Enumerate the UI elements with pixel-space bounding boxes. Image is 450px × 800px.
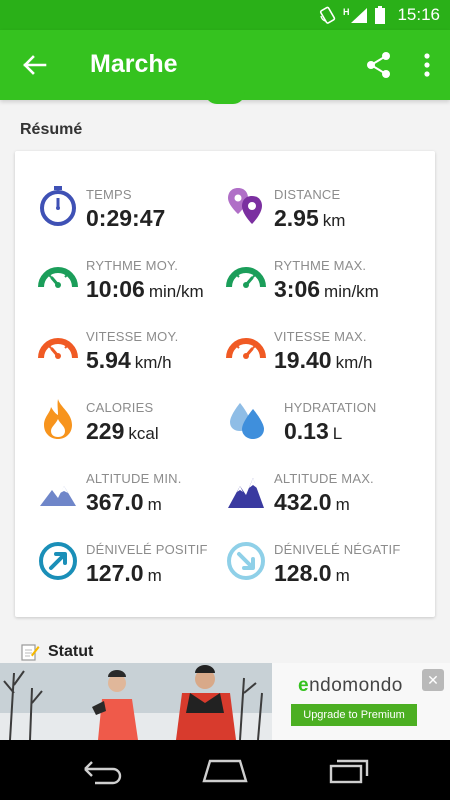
- ad-close-icon[interactable]: ✕: [422, 669, 444, 691]
- stat-value: 367.0 m: [86, 489, 162, 515]
- pace-avg-gauge-icon: [38, 267, 78, 288]
- stat-altitude-min: ALTITUDE MIN. 367.0 m: [38, 468, 238, 528]
- summary-title: Résumé: [20, 121, 83, 138]
- network-type-label: H: [343, 7, 350, 17]
- stat-value: 127.0 m: [86, 560, 162, 586]
- stat-label: ALTITUDE MIN.: [86, 471, 182, 486]
- stat-value: 19.40 km/h: [274, 347, 373, 373]
- stat-label: DÉNIVELÉ NÉGATIF: [274, 542, 401, 557]
- map-pins-icon: [228, 188, 262, 224]
- stat-rythme-moy: RYTHME MOY. 10:06 min/km: [38, 255, 238, 315]
- stat-label: VITESSE MAX.: [274, 329, 367, 344]
- rotate-icon: [320, 6, 336, 24]
- descent-arrow-icon: [227, 542, 265, 580]
- recents-nav-icon[interactable]: [325, 755, 375, 785]
- statut-section: Statut: [20, 640, 93, 664]
- stat-value: 5.94 km/h: [86, 347, 172, 373]
- share-icon[interactable]: [364, 50, 394, 80]
- stat-label: DÉNIVELÉ POSITIF: [86, 542, 208, 557]
- stat-label: DISTANCE: [274, 187, 341, 202]
- water-drops-icon: [230, 403, 264, 439]
- upgrade-premium-button[interactable]: Upgrade to Premium: [291, 704, 417, 726]
- runners-photo: [0, 663, 272, 740]
- stat-value: 0:29:47: [86, 205, 166, 231]
- statut-title: Statut: [48, 643, 94, 660]
- navigation-bar: [0, 740, 450, 800]
- stat-value: 0.13 L: [284, 418, 343, 444]
- ad-panel: endomondo Upgrade to Premium ✕: [272, 663, 450, 740]
- stat-label: TEMPS: [86, 187, 132, 202]
- stat-calories: CALORIES 229 kcal: [38, 397, 238, 457]
- stat-label: ALTITUDE MAX.: [274, 471, 374, 486]
- stat-value: 3:06 min/km: [274, 276, 379, 302]
- stat-value: 10:06 min/km: [86, 276, 204, 302]
- home-nav-icon[interactable]: [200, 755, 250, 785]
- stat-altitude-max: ALTITUDE MAX. 432.0 m: [226, 468, 426, 528]
- stat-denivele-negatif: DÉNIVELÉ NÉGATIF 128.0 m: [226, 539, 426, 599]
- stat-label: HYDRATATION: [284, 400, 377, 415]
- note-edit-icon: [21, 644, 40, 661]
- stat-value: 2.95 km: [274, 205, 346, 231]
- pace-max-gauge-icon: [226, 267, 266, 288]
- mountain-max-icon: [228, 478, 264, 508]
- app-bar: Marche: [0, 30, 450, 100]
- summary-card: TEMPS 0:29:47 DISTANCE 2.95 km RYTHME MOY…: [15, 151, 435, 617]
- ad-banner[interactable]: endomondo Upgrade to Premium ✕: [0, 663, 450, 740]
- battery-icon: [375, 6, 386, 24]
- signal-icon: H: [343, 7, 368, 23]
- stat-vitesse-moy: VITESSE MOY. 5.94 km/h: [38, 326, 238, 386]
- back-arrow-icon[interactable]: [18, 50, 52, 80]
- stat-label: RYTHME MAX.: [274, 258, 367, 273]
- page-title: Marche: [90, 50, 178, 78]
- stat-hydratation: HYDRATATION 0.13 L: [226, 397, 426, 457]
- ad-brand-logo: endomondo: [298, 675, 403, 696]
- speed-avg-gauge-icon: [38, 338, 78, 359]
- more-vert-icon[interactable]: [418, 50, 436, 80]
- stat-label: CALORIES: [86, 400, 154, 415]
- speed-max-gauge-icon: [226, 338, 266, 359]
- mountain-min-icon: [40, 486, 76, 506]
- status-bar: H 15:16: [0, 0, 450, 30]
- stat-vitesse-max: VITESSE MAX. 19.40 km/h: [226, 326, 426, 386]
- status-time: 15:16: [397, 5, 440, 24]
- stat-denivele-positif: DÉNIVELÉ POSITIF 127.0 m: [38, 539, 238, 599]
- flame-icon: [44, 399, 72, 439]
- stat-value: 229 kcal: [86, 418, 159, 444]
- stopwatch-icon: [40, 186, 76, 226]
- stat-rythme-max: RYTHME MAX. 3:06 min/km: [226, 255, 426, 315]
- fab-button[interactable]: [205, 92, 245, 104]
- back-nav-icon[interactable]: [75, 755, 125, 785]
- stat-value: 432.0 m: [274, 489, 350, 515]
- ascent-arrow-icon: [39, 542, 77, 580]
- stat-distance: DISTANCE 2.95 km: [226, 184, 426, 244]
- stat-value: 128.0 m: [274, 560, 350, 586]
- stat-label: RYTHME MOY.: [86, 258, 179, 273]
- stat-temps: TEMPS 0:29:47: [38, 184, 238, 244]
- stat-label: VITESSE MOY.: [86, 329, 179, 344]
